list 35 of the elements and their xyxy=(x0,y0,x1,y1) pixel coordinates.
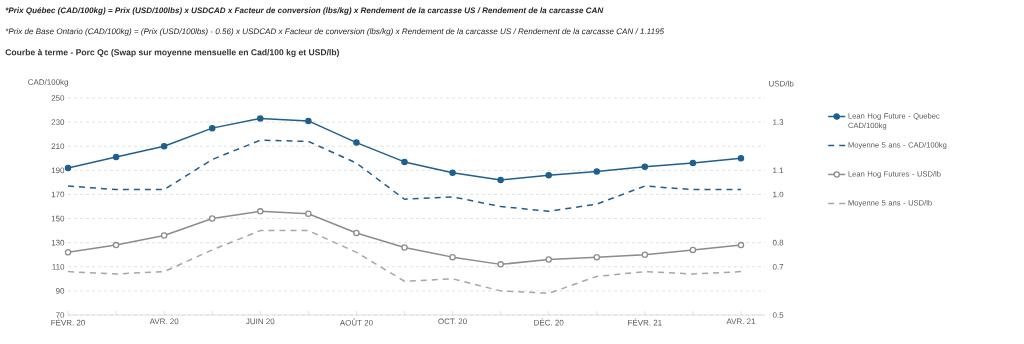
point xyxy=(497,261,504,268)
point xyxy=(160,232,168,239)
point xyxy=(737,155,745,162)
point xyxy=(160,142,168,150)
point xyxy=(737,241,745,249)
line-series xyxy=(68,229,742,295)
text: *Prix Québec (CAD/100kg) = Prix (USD/100lbs) x USDCAD x Facteur de conversion (lbs/kg) x Rendement de la carcasse US / Rendement de la carcasse CAN xyxy=(5,7,604,15)
point xyxy=(353,229,360,237)
text: *Prix de Base Ontario (CAD/100kg) = (Prix (USD/100lbs) - 0.56) x USDCAD x Facteur de conversion (lbs/kg) x Rendement de la carcasse US / Rendement de la carcasse CAN / 1.1195 xyxy=(5,28,665,36)
point xyxy=(401,244,408,251)
point xyxy=(593,168,601,175)
line-series xyxy=(68,139,742,213)
point xyxy=(545,171,552,179)
point xyxy=(593,253,601,261)
point xyxy=(64,164,72,172)
point xyxy=(112,153,120,161)
point xyxy=(401,158,408,166)
point xyxy=(257,208,264,215)
point xyxy=(208,215,216,222)
point xyxy=(449,169,456,176)
point xyxy=(689,159,697,167)
point xyxy=(689,246,697,254)
point xyxy=(545,256,552,263)
point xyxy=(641,163,649,170)
point xyxy=(449,253,456,261)
point xyxy=(497,176,504,184)
chart-title: Courbe à terme - Porc Qc (Swap sur moyenne mensuelle en Cad/100 kg et USD/lb) xyxy=(5,48,339,58)
point xyxy=(208,124,216,132)
point xyxy=(64,249,72,256)
point xyxy=(641,251,649,258)
point xyxy=(112,241,120,249)
point xyxy=(257,115,264,122)
point xyxy=(305,117,312,125)
point xyxy=(305,210,312,217)
point xyxy=(353,139,360,146)
